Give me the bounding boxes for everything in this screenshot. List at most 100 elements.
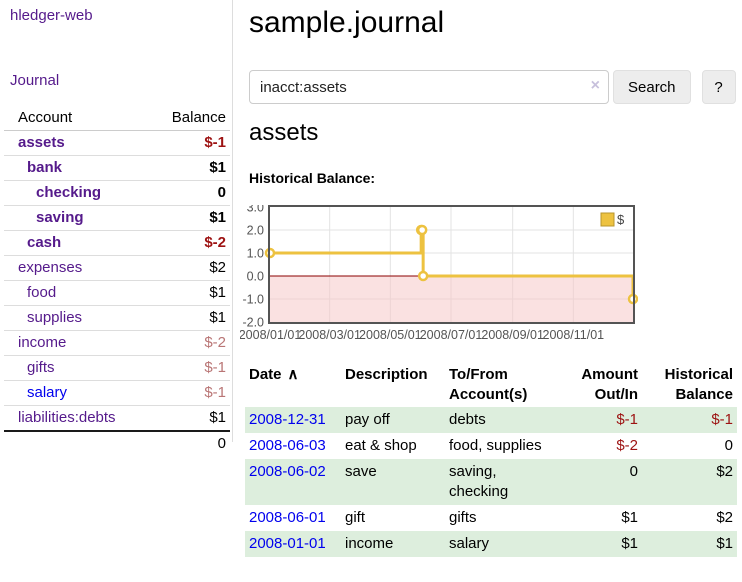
search-button[interactable]: Search [613,70,691,104]
accounts-header-row: Account Balance [4,106,230,131]
account-name-cell: assets [4,130,153,156]
sort-ascending-icon: ∧ [287,366,299,383]
account-row: expenses $2 [4,255,230,281]
register-amount-cell: $1 [621,535,638,552]
register-accounts-cell: gifts [449,509,477,526]
sidebar-account-link[interactable]: food [27,284,57,301]
svg-text:2008/09/01: 2008/09/01 [481,328,544,342]
svg-text:-1.0: -1.0 [242,293,264,307]
transaction-date-link[interactable]: 2008-06-03 [249,437,326,454]
account-name-cell: bank [4,155,153,181]
svg-text:3.0: 3.0 [247,205,264,215]
date-header-label: Date [249,366,282,383]
account-row: salary $-1 [4,380,230,406]
account-heading: assets [249,119,319,146]
register-accounts-cell: food, supplies [449,437,542,454]
account-row: bank $1 [4,155,230,181]
svg-text:1.0: 1.0 [247,247,264,261]
account-row: saving $1 [4,205,230,231]
account-balance: $-1 [152,355,230,381]
sidebar-account-link[interactable]: expenses [18,259,83,276]
register-amount-cell: $-1 [616,411,638,428]
register-header-amount: Amount Out/In [581,366,638,403]
svg-text:-2.0: -2.0 [242,316,264,330]
account-row: cash $-2 [4,230,230,256]
account-name-cell: saving [4,205,153,231]
account-row: food $1 [4,280,230,306]
register-header-row: Date ∧ Description To/From Account(s) Amo… [245,363,737,407]
svg-text:2.0: 2.0 [247,224,264,238]
account-row: supplies $1 [4,305,230,331]
account-balance: $1 [152,280,230,306]
register-accounts-cell: salary [449,535,490,552]
sidebar-item-journal[interactable]: Journal [10,72,60,89]
svg-text:0.0: 0.0 [247,270,264,284]
register-row: 2008-06-03 eat & shop food, supplies $-2 0 [245,433,737,459]
register-amount-cell: 0 [629,463,638,480]
account-balance: 0 [152,180,230,206]
register-description-cell: save [345,463,377,480]
account-name-cell: liabilities:debts [4,406,153,432]
account-balance: $1 [152,205,230,231]
accounts-total-spacer [4,430,153,456]
account-name-cell: supplies [4,305,153,331]
register-description-cell: pay off [345,411,390,428]
transaction-date-link[interactable]: 2008-06-02 [249,463,326,480]
main-content: sample.journal × Search ? assets Histori… [239,0,742,557]
svg-text:$: $ [617,212,625,227]
register-header-accounts: To/From Account(s) [449,366,528,403]
register-row: 2008-01-01 income salary $1 $1 [245,531,737,557]
sidebar-account-link[interactable]: salary [27,384,68,401]
register-date-cell: 2008-06-01 [245,505,341,531]
register-row: 2008-06-01 gift gifts $1 $2 [245,505,737,531]
register-accounts-cell: saving, checking [449,463,509,500]
account-balance: $-2 [152,230,230,256]
register-date-cell: 2008-12-31 [245,407,341,433]
sidebar-account-link[interactable]: bank [27,159,63,176]
account-balance: $2 [152,255,230,281]
sidebar-account-link[interactable]: income [18,334,67,351]
svg-text:2008/05/01: 2008/05/01 [359,328,422,342]
register-date-cell: 2008-06-03 [245,433,341,459]
account-balance: $1 [152,305,230,331]
svg-text:2008/11/01: 2008/11/01 [543,328,605,342]
search-input[interactable] [249,70,609,104]
transaction-date-link[interactable]: 2008-06-01 [249,509,326,526]
register-description-cell: gift [345,509,366,526]
register-balance-cell: $-1 [711,411,733,428]
svg-text:2008/03/01: 2008/03/01 [298,328,361,342]
transaction-date-link[interactable]: 2008-12-31 [249,411,326,428]
sidebar-account-link[interactable]: supplies [27,309,83,326]
accounts-total-row: 0 [4,430,230,456]
accounts-table: Account Balance assets $-1 bank $1 checking 0… [4,106,230,456]
app-title-link[interactable]: hledger-web [10,7,93,24]
sidebar-divider [232,0,233,442]
account-row: assets $-1 [4,130,230,156]
account-row: liabilities:debts $1 [4,406,230,432]
sidebar-account-link[interactable]: assets [18,134,65,151]
account-balance: $1 [209,409,226,426]
account-row: checking 0 [4,180,230,206]
register-header-date[interactable]: Date ∧ [245,363,341,407]
sidebar-account-link[interactable]: saving [36,209,84,226]
sidebar-account-link[interactable]: gifts [27,359,55,376]
sidebar-account-link[interactable]: cash [27,234,62,251]
account-name-cell: food [4,280,153,306]
register-header-balance: Historical Balance [664,366,733,403]
register-balance-cell: $1 [716,535,733,552]
account-balance: $-2 [152,330,230,356]
register-balance-cell: $2 [716,509,733,526]
transaction-date-link[interactable]: 2008-01-01 [249,535,326,552]
register-description-cell: income [345,535,394,552]
account-name-cell: expenses [4,255,153,281]
register-amount-cell: $1 [621,509,638,526]
chart-title: Historical Balance: [249,170,376,186]
help-button[interactable]: ? [701,70,736,104]
sidebar-account-link[interactable]: liabilities:debts [18,409,116,426]
register-description-cell: eat & shop [345,437,417,454]
account-name-cell: checking [4,180,153,206]
clear-search-icon[interactable]: × [590,77,600,94]
account-name-cell: salary [4,380,153,406]
register-accounts-cell: debts [449,411,486,428]
sidebar-account-link[interactable]: checking [36,184,102,201]
